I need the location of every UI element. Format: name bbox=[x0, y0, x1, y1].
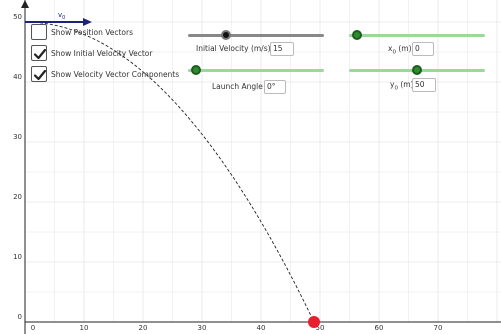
initial-velocity-label: Initial Velocity (m/s) bbox=[196, 44, 271, 53]
y-axis-arrow-icon bbox=[21, 0, 29, 8]
velocity-vector-arrowhead-icon bbox=[83, 18, 92, 26]
x-tick-label: 70 bbox=[434, 324, 443, 332]
x-tick-labels: 0 10 20 30 40 50 60 70 bbox=[31, 324, 443, 332]
position-vectors-checkbox[interactable] bbox=[31, 24, 47, 40]
trajectory-path bbox=[24, 21, 315, 323]
x0-slider-track bbox=[349, 34, 485, 37]
y-tick-label: 0 bbox=[18, 313, 22, 321]
x-tick-label: 60 bbox=[375, 324, 384, 332]
velocity-components-checkbox[interactable] bbox=[31, 66, 47, 82]
y-tick-label: 20 bbox=[13, 193, 22, 201]
x-tick-label: 50 bbox=[316, 324, 325, 332]
check-icon bbox=[33, 69, 47, 81]
launch-angle-label: Launch Angle bbox=[212, 82, 263, 91]
checkbox-row-initial-velocity[interactable]: Show Initial Velocity Vector bbox=[31, 44, 152, 62]
x0-slider[interactable] bbox=[349, 30, 485, 41]
x-tick-label: 0 bbox=[31, 324, 35, 332]
position-vectors-label: Show Position Vectors bbox=[51, 27, 134, 37]
initial-velocity-input[interactable]: 15 bbox=[270, 42, 294, 56]
initial-velocity-vector: v0 bbox=[25, 11, 92, 26]
initial-velocity-slider-thumb[interactable] bbox=[221, 30, 231, 40]
x-tick-label: 10 bbox=[80, 324, 89, 332]
y0-slider-thumb[interactable] bbox=[412, 65, 422, 75]
launch-angle-slider-thumb[interactable] bbox=[191, 65, 201, 75]
launch-angle-slider[interactable] bbox=[188, 65, 324, 76]
x-tick-label: 20 bbox=[139, 324, 148, 332]
y-tick-label: 30 bbox=[13, 133, 22, 141]
x-tick-label: 30 bbox=[198, 324, 207, 332]
velocity-vector-label: v0 bbox=[58, 11, 65, 21]
y-tick-label: 40 bbox=[13, 73, 22, 81]
y-tick-label: 10 bbox=[13, 253, 22, 261]
x0-label: x0 (m) bbox=[388, 44, 412, 56]
initial-velocity-slider-track bbox=[188, 34, 324, 37]
checkbox-row-position-vectors[interactable]: Show Position Vectors bbox=[31, 23, 133, 41]
initial-velocity-slider[interactable] bbox=[188, 30, 324, 41]
launch-angle-input[interactable]: 0° bbox=[264, 80, 286, 94]
y-tick-label: 50 bbox=[13, 13, 22, 21]
y-tick-labels: 0 10 20 30 40 50 bbox=[13, 13, 22, 321]
x-tick-label: 40 bbox=[257, 324, 266, 332]
y0-label: y0 (m) bbox=[390, 80, 414, 92]
checkbox-row-velocity-components[interactable]: Show Velocity Vector Components bbox=[31, 65, 179, 83]
check-icon bbox=[33, 48, 47, 60]
initial-velocity-checkbox[interactable] bbox=[31, 45, 47, 61]
x0-input[interactable]: 0 bbox=[412, 42, 434, 56]
y0-slider[interactable] bbox=[349, 65, 485, 76]
launch-angle-slider-track bbox=[188, 69, 324, 72]
velocity-components-label: Show Velocity Vector Components bbox=[51, 69, 180, 79]
y0-input[interactable]: 50 bbox=[412, 78, 436, 92]
axes bbox=[21, 0, 501, 334]
grid bbox=[25, 0, 501, 322]
projectile-ball[interactable] bbox=[308, 316, 320, 328]
x0-slider-thumb[interactable] bbox=[352, 30, 362, 40]
initial-velocity-label: Show Initial Velocity Vector bbox=[51, 48, 153, 58]
